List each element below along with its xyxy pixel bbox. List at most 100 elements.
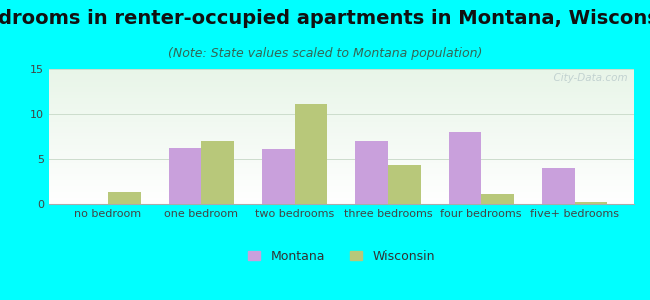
Bar (49, 148, 634, 149)
Bar (49, 73, 634, 74)
Bar (49, 200, 634, 201)
Bar (49, 161, 634, 162)
Bar (49, 128, 634, 129)
Bar (49, 83, 634, 84)
Bar (49, 182, 634, 183)
Bar (49, 119, 634, 120)
Bar (49, 146, 634, 147)
Bar (49, 135, 634, 136)
Bar (49, 173, 634, 174)
Bar (49, 76, 634, 77)
Bar (49, 133, 634, 134)
Bar (49, 188, 634, 189)
Bar (49, 185, 634, 186)
Bar (49, 176, 634, 177)
Bar (49, 91, 634, 92)
Bar (49, 201, 634, 202)
Bar (49, 196, 634, 197)
Bar (49, 75, 634, 76)
Bar (49, 126, 634, 127)
Bar (49, 112, 634, 113)
Bar (49, 162, 634, 163)
Bar (49, 108, 634, 109)
Bar (49, 94, 634, 95)
Bar (49, 129, 634, 130)
Bar (49, 79, 634, 80)
Bar (49, 122, 634, 123)
Bar (49, 180, 634, 181)
Bar (49, 202, 634, 203)
Bar (49, 106, 634, 107)
Text: City-Data.com: City-Data.com (547, 73, 628, 83)
Bar (49, 142, 634, 143)
Bar (49, 114, 634, 115)
Bar (49, 123, 634, 124)
Bar (49, 115, 634, 116)
Bar (49, 139, 634, 140)
Bar (49, 90, 634, 91)
Bar (49, 193, 634, 194)
Bar (49, 113, 634, 114)
Bar (49, 88, 634, 89)
Bar (448, 132, 481, 204)
Bar (49, 177, 634, 178)
Bar (168, 148, 202, 204)
Bar (49, 166, 634, 167)
Bar (575, 202, 607, 204)
Bar (49, 164, 634, 165)
Bar (49, 69, 634, 70)
Bar (49, 145, 634, 146)
Bar (202, 141, 234, 204)
Bar (49, 184, 634, 185)
Bar (49, 178, 634, 179)
Bar (49, 98, 634, 99)
Bar (49, 110, 634, 111)
Bar (49, 70, 634, 71)
Bar (49, 137, 634, 138)
Bar (49, 191, 634, 192)
Bar (49, 121, 634, 122)
Bar (49, 171, 634, 172)
Bar (49, 99, 634, 100)
Bar (49, 186, 634, 187)
Bar (49, 97, 634, 98)
Bar (49, 147, 634, 148)
Bar (49, 195, 634, 196)
Bar (49, 125, 634, 126)
Bar (49, 101, 634, 102)
Bar (49, 138, 634, 139)
Bar (49, 100, 634, 101)
Bar (49, 158, 634, 159)
Bar (49, 163, 634, 164)
Bar (49, 159, 634, 160)
Bar (49, 124, 634, 125)
Bar (49, 95, 634, 96)
Bar (49, 160, 634, 161)
Bar (49, 172, 634, 173)
Bar (49, 197, 634, 198)
Bar (49, 77, 634, 78)
Bar (49, 93, 634, 94)
Bar (49, 127, 634, 128)
Bar (49, 149, 634, 150)
Bar (49, 155, 634, 156)
Bar (49, 132, 634, 133)
Bar (49, 167, 634, 168)
Bar (481, 194, 514, 204)
Bar (49, 92, 634, 93)
Bar (49, 78, 634, 79)
Bar (49, 144, 634, 145)
Legend: Montana, Wisconsin: Montana, Wisconsin (242, 245, 440, 268)
Bar (49, 84, 634, 85)
Bar (294, 104, 327, 204)
Bar (49, 174, 634, 175)
Bar (49, 102, 634, 103)
Text: Bedrooms in renter-occupied apartments in Montana, Wisconsin: Bedrooms in renter-occupied apartments i… (0, 9, 650, 28)
Bar (49, 104, 634, 105)
Bar (49, 120, 634, 121)
Bar (49, 118, 634, 119)
Bar (49, 150, 634, 151)
Bar (49, 86, 634, 87)
Bar (49, 80, 634, 81)
Bar (49, 71, 634, 72)
